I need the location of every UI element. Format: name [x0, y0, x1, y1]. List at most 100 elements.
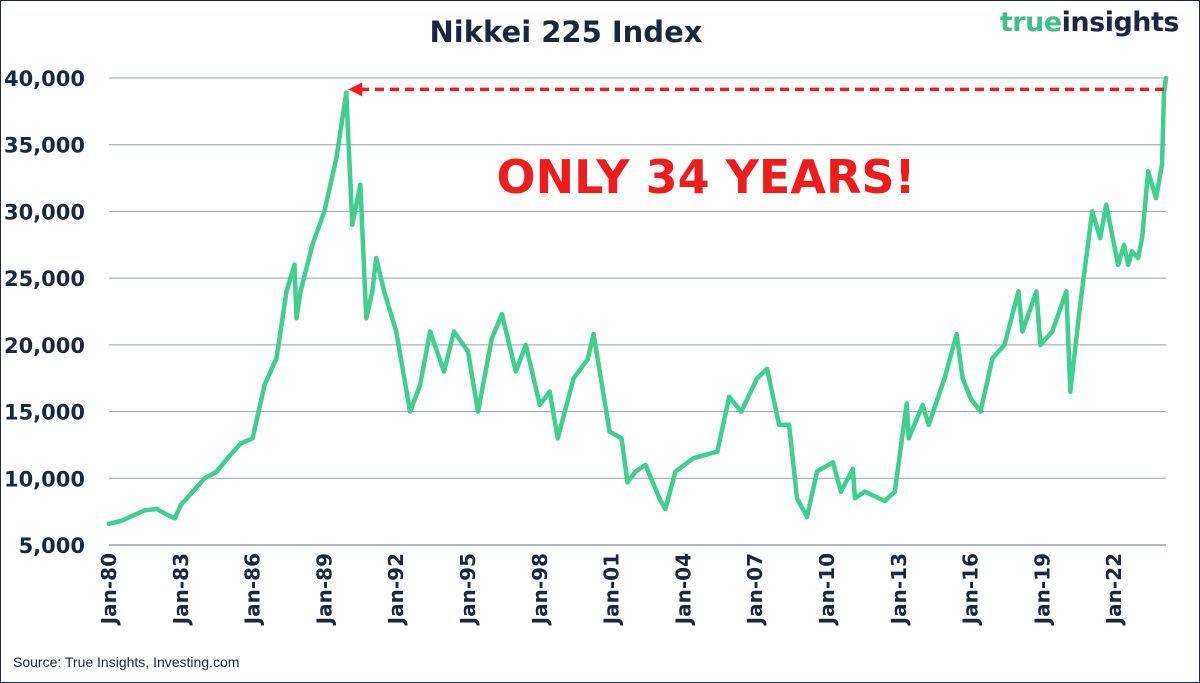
arrowhead-icon — [348, 82, 362, 96]
x-tick-label: Jan-10 — [815, 553, 839, 626]
data-point — [131, 513, 135, 517]
data-point — [863, 489, 867, 493]
data-point — [1126, 263, 1130, 267]
data-point — [107, 522, 111, 526]
data-point — [274, 356, 278, 360]
data-point — [633, 469, 637, 473]
data-point — [370, 289, 374, 293]
data-point — [500, 312, 504, 316]
data-point — [466, 349, 470, 353]
x-tick-label: Jan-07 — [743, 553, 767, 626]
data-point — [1064, 289, 1068, 293]
data-point — [795, 496, 799, 500]
data-point — [364, 316, 368, 320]
data-point — [374, 256, 378, 260]
data-point — [344, 91, 348, 95]
data-point — [490, 336, 494, 340]
x-tick-label: Jan-86 — [241, 553, 265, 626]
data-point — [143, 508, 147, 512]
data-point — [691, 456, 695, 460]
data-point — [921, 403, 925, 407]
data-point — [1140, 236, 1144, 240]
x-tick-label: Jan-19 — [1030, 553, 1054, 626]
data-point — [1146, 169, 1150, 173]
source-note: Source: True Insights, Investing.com — [13, 654, 239, 670]
data-point — [968, 396, 972, 400]
data-point — [1090, 209, 1094, 213]
data-point — [954, 332, 958, 336]
data-point — [322, 209, 326, 213]
x-tick-label: Jan-04 — [671, 553, 695, 626]
data-point — [1068, 389, 1072, 393]
data-point — [418, 383, 422, 387]
data-point — [1078, 303, 1082, 307]
data-point — [1116, 263, 1120, 267]
data-point — [755, 376, 759, 380]
data-point — [294, 316, 298, 320]
data-point — [1130, 249, 1134, 253]
data-point — [715, 449, 719, 453]
data-point — [907, 436, 911, 440]
data-point — [739, 409, 743, 413]
data-point — [476, 409, 480, 413]
data-point — [262, 383, 266, 387]
x-tick-label: Jan-95 — [456, 553, 480, 626]
y-tick-label: 15,000 — [4, 401, 85, 425]
x-tick-label: Jan-89 — [312, 553, 336, 626]
data-point — [942, 376, 946, 380]
data-point — [556, 436, 560, 440]
data-point — [787, 423, 791, 427]
data-point — [428, 329, 432, 333]
annotation-label: ONLY 34 YEARS! — [497, 150, 916, 204]
data-point — [191, 489, 195, 493]
data-point — [1038, 343, 1042, 347]
data-point — [663, 507, 667, 511]
x-tick-label: Jan-80 — [97, 553, 121, 626]
data-point — [215, 469, 219, 473]
y-tick-label: 40,000 — [4, 67, 85, 91]
data-point — [310, 243, 314, 247]
y-tick-label: 30,000 — [4, 200, 85, 224]
data-point — [1002, 343, 1006, 347]
data-point — [1098, 236, 1102, 240]
data-point — [334, 156, 338, 160]
y-tick-label: 20,000 — [4, 334, 85, 358]
data-point — [119, 519, 123, 523]
data-point — [394, 329, 398, 333]
data-point — [978, 409, 982, 413]
x-tick-label: Jan-83 — [169, 553, 193, 626]
data-point — [585, 357, 589, 361]
data-point — [851, 467, 855, 471]
x-tick-label: Jan-98 — [528, 553, 552, 626]
data-point — [350, 223, 354, 227]
y-tick-label: 35,000 — [4, 134, 85, 158]
data-point — [292, 263, 296, 267]
data-point — [572, 376, 576, 380]
data-point — [883, 499, 887, 503]
data-point — [167, 513, 171, 517]
y-tick-label: 10,000 — [4, 467, 85, 491]
data-point — [524, 343, 528, 347]
data-point — [514, 369, 518, 373]
data-point — [619, 436, 623, 440]
data-point — [1104, 203, 1108, 207]
data-point — [815, 469, 819, 473]
data-point — [905, 401, 909, 405]
data-point — [1016, 289, 1020, 293]
data-point — [927, 423, 931, 427]
data-point — [1164, 76, 1168, 80]
data-point — [853, 496, 857, 500]
data-point — [298, 289, 302, 293]
data-point — [990, 356, 994, 360]
data-point — [227, 455, 231, 459]
data-point — [238, 441, 242, 445]
data-point — [839, 489, 843, 493]
y-tick-label: 5,000 — [19, 534, 85, 558]
data-point — [1050, 329, 1054, 333]
data-point — [831, 460, 835, 464]
x-tick-label: Jan-92 — [384, 553, 408, 626]
data-point — [960, 376, 964, 380]
data-point — [173, 516, 177, 520]
